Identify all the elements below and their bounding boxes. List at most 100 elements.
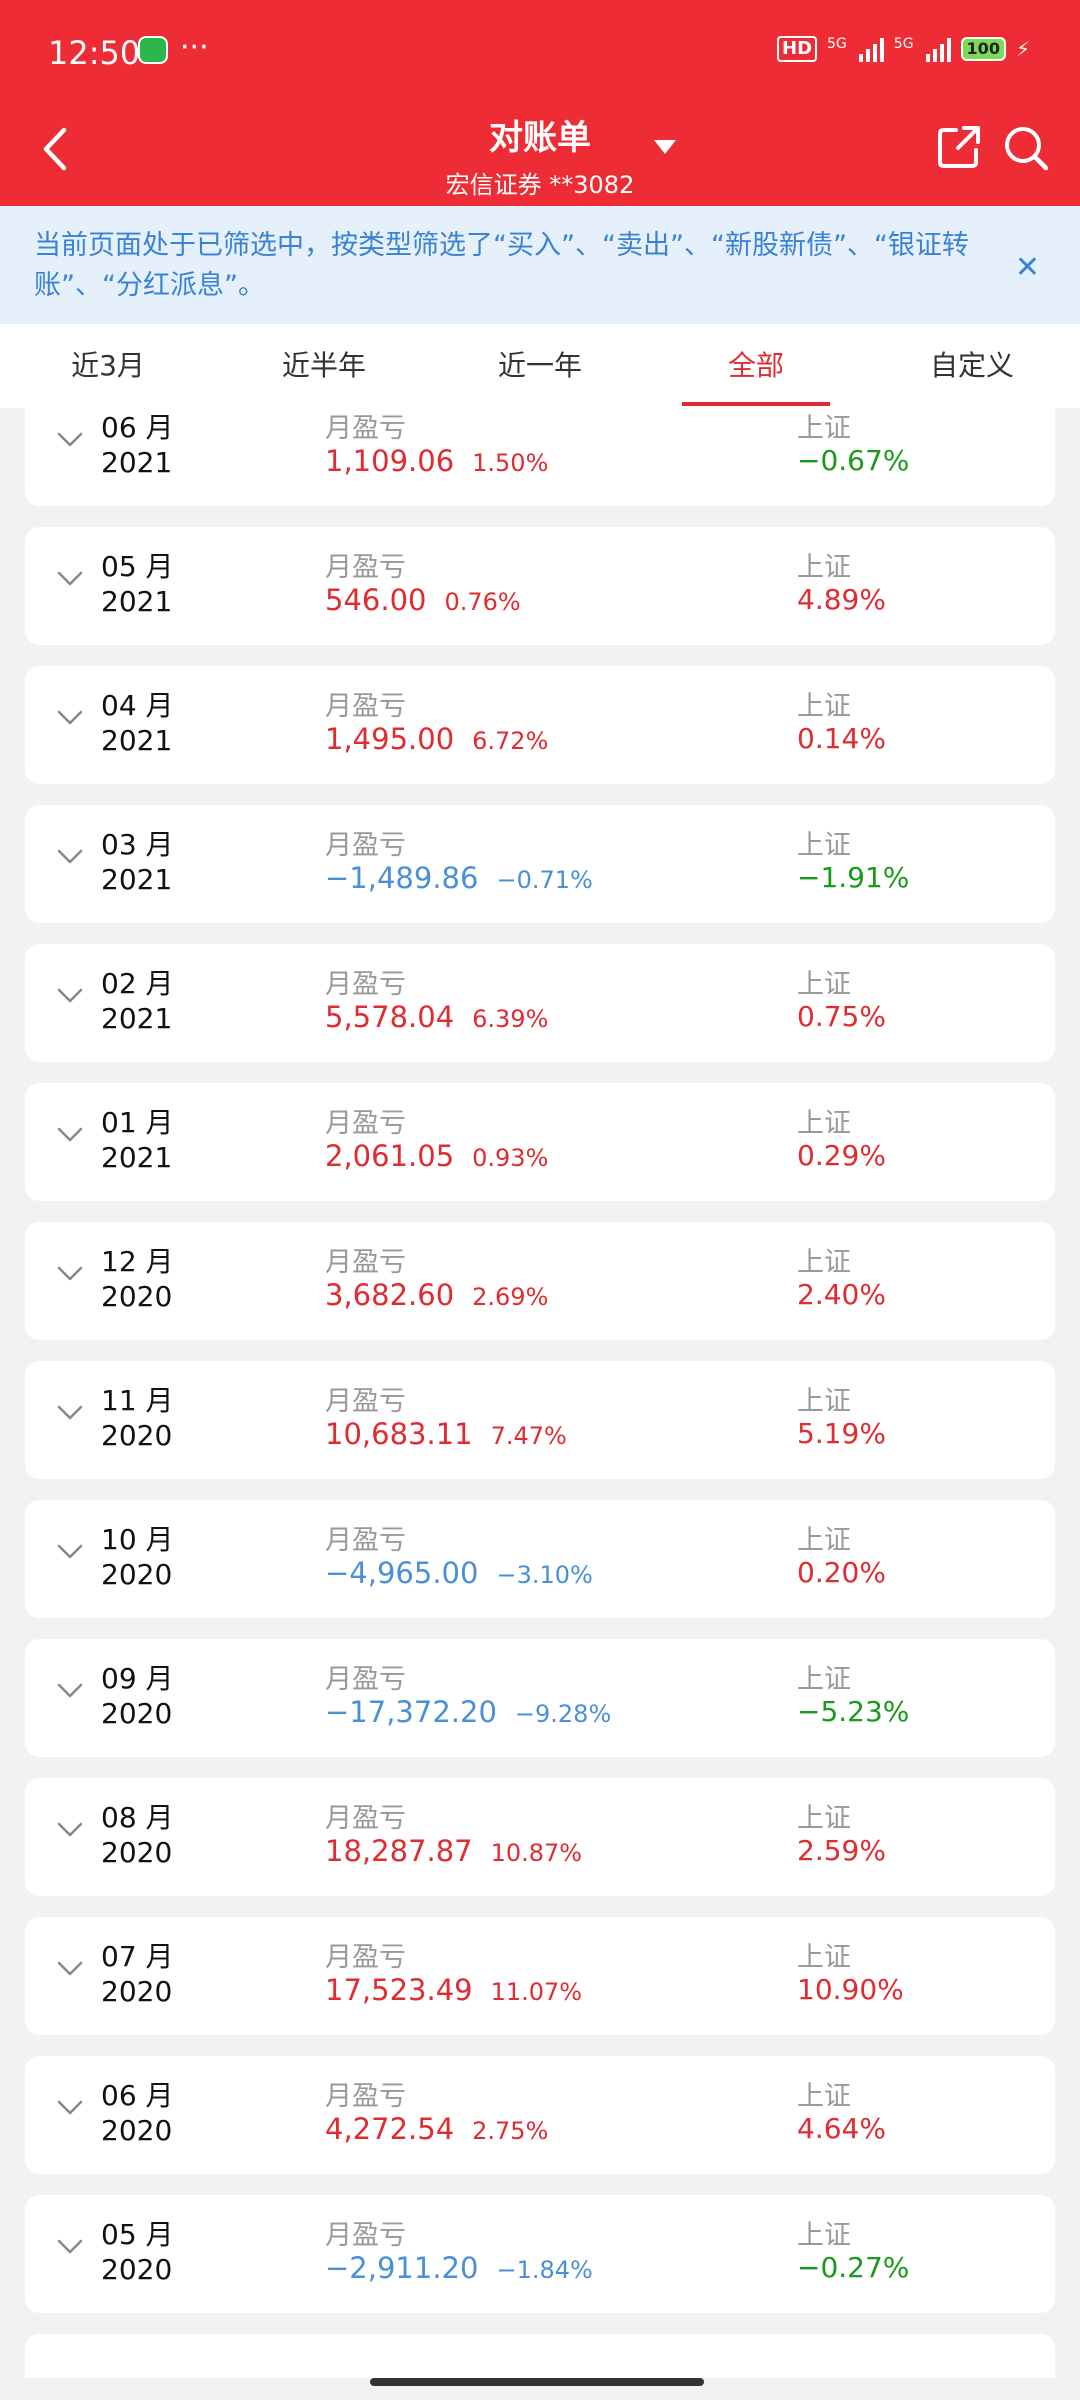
statement-row[interactable]: 10 月 2020 月盈亏 −4,965.00 −3.10% 上证 0.20% [25,1500,1055,1618]
chevron-down-icon[interactable] [57,1683,83,1699]
monthly-pnl-value: 2,061.05 0.93% [325,1139,548,1173]
monthly-pnl-value: 5,578.04 6.39% [325,1000,548,1034]
chevron-down-icon[interactable] [57,988,83,1004]
statement-row[interactable]: 05 月 2020 月盈亏 −2,911.20 −1.84% 上证 −0.27% [25,2195,1055,2313]
row-month: 10 月 [101,1523,174,1556]
close-icon[interactable]: ✕ [1014,250,1040,285]
pnl-percent: 11.07% [490,1978,583,2006]
statement-row[interactable]: 09 月 2020 月盈亏 −17,372.20 −9.28% 上证 −5.23% [25,1639,1055,1757]
chevron-down-icon[interactable] [57,571,83,587]
tab-one-year[interactable]: 近一年 [497,349,582,382]
tab-3-months[interactable]: 近3月 [71,349,145,382]
index-change: 4.89% [797,583,886,616]
row-month: 08 月 [101,1801,174,1834]
pnl-amount: −4,965.00 [325,1556,479,1590]
chevron-down-icon[interactable] [57,1822,83,1838]
index-change: 2.59% [797,1834,886,1867]
signal-icon-1 [858,36,884,62]
search-icon[interactable] [1002,124,1050,172]
share-icon[interactable] [936,124,982,170]
monthly-pnl-label: 月盈亏 [325,1942,406,1973]
row-month: 04 月 [101,689,174,722]
monthly-pnl-label: 月盈亏 [325,1664,406,1695]
statement-row[interactable]: 04 月 2021 月盈亏 1,495.00 6.72% 上证 0.14% [25,666,1055,784]
monthly-pnl-value: −4,965.00 −3.10% [325,1556,593,1590]
monthly-statement-list[interactable]: 06 月 2021 月盈亏 1,109.06 1.50% 上证 −0.67% 05 月 2021… [0,408,1080,2378]
chevron-down-icon[interactable] [57,849,83,865]
statement-row[interactable]: 08 月 2020 月盈亏 18,287.87 10.87% 上证 2.59% [25,1778,1055,1896]
monthly-pnl-value: 10,683.11 7.47% [325,1417,567,1451]
hd-icon: HD [777,36,818,62]
pnl-percent: −9.28% [514,1700,612,1728]
row-month: 02 月 [101,967,174,1000]
row-year: 2020 [101,1419,173,1452]
chevron-down-icon[interactable] [57,1266,83,1282]
signal-icon-2 [925,36,951,62]
statement-row-partial[interactable] [25,2334,1055,2378]
statement-row[interactable]: 05 月 2021 月盈亏 546.00 0.76% 上证 4.89% [25,527,1055,645]
monthly-pnl-value: −2,911.20 −1.84% [325,2251,593,2285]
home-indicator[interactable] [370,2378,704,2386]
statement-row[interactable]: 02 月 2021 月盈亏 5,578.04 6.39% 上证 0.75% [25,944,1055,1062]
chevron-down-icon[interactable] [57,432,83,448]
statement-row[interactable]: 03 月 2021 月盈亏 −1,489.86 −0.71% 上证 −1.91% [25,805,1055,923]
row-year: 2020 [101,1697,173,1730]
row-year: 2020 [101,1975,173,2008]
index-change: 0.75% [797,1000,886,1033]
back-arrow-icon[interactable] [36,124,76,174]
tab-all[interactable]: 全部 [648,324,864,408]
row-month: 11 月 [101,1384,174,1417]
chevron-down-icon[interactable] [57,2100,83,2116]
monthly-pnl-value: −1,489.86 −0.71% [325,861,593,895]
monthly-pnl-label: 月盈亏 [325,1803,406,1834]
title-block[interactable]: 对账单 宏信证券 **3082 [0,110,1080,200]
battery-icon: 100 [960,37,1006,61]
index-label: 上证 [797,413,851,444]
monthly-pnl-value: 1,495.00 6.72% [325,722,548,756]
statement-row[interactable]: 06 月 2020 月盈亏 4,272.54 2.75% 上证 4.64% [25,2056,1055,2174]
index-change: 0.14% [797,722,886,755]
network-type-1: 5G [827,36,847,52]
monthly-pnl-label: 月盈亏 [325,1525,406,1556]
index-label: 上证 [797,1803,851,1834]
index-label: 上证 [797,1942,851,1973]
chevron-down-icon[interactable] [57,1405,83,1421]
monthly-pnl-label: 月盈亏 [325,413,406,444]
statement-row[interactable]: 07 月 2020 月盈亏 17,523.49 11.07% 上证 10.90% [25,1917,1055,2035]
status-time: 12:50 [48,34,141,72]
status-indicators: HD 5G 5G 100 ⚡ [777,36,1030,62]
chevron-down-icon[interactable] [57,1961,83,1977]
pnl-amount: 17,523.49 [325,1973,473,2007]
pnl-amount: 2,061.05 [325,1139,455,1173]
index-label: 上证 [797,830,851,861]
index-change: 10.90% [797,1973,904,2006]
wechat-notification-icon [138,36,168,64]
statement-row[interactable]: 01 月 2021 月盈亏 2,061.05 0.93% 上证 0.29% [25,1083,1055,1201]
tab-half-year[interactable]: 近半年 [281,349,366,382]
chevron-down-icon[interactable] [57,710,83,726]
chevron-down-icon[interactable] [57,1544,83,1560]
charging-icon: ⚡ [1015,37,1030,61]
pnl-amount: 1,109.06 [325,444,455,478]
tab-custom[interactable]: 自定义 [929,349,1014,382]
row-year: 2021 [101,1141,173,1174]
statement-row[interactable]: 12 月 2020 月盈亏 3,682.60 2.69% 上证 2.40% [25,1222,1055,1340]
statement-row[interactable]: 06 月 2021 月盈亏 1,109.06 1.50% 上证 −0.67% [25,408,1055,506]
row-year: 2021 [101,724,173,757]
monthly-pnl-label: 月盈亏 [325,1108,406,1139]
index-label: 上证 [797,2081,851,2112]
app-header: 12:50 ··· HD 5G 5G 100 ⚡ 对账单 宏信证券 **3082 [0,0,1080,206]
account-selector[interactable]: 宏信证券 **3082 [445,171,635,199]
index-change: 0.29% [797,1139,886,1172]
row-year: 2020 [101,2114,173,2147]
chevron-down-icon[interactable] [57,2239,83,2255]
status-bar: 12:50 ··· HD 5G 5G 100 ⚡ [0,0,1080,110]
monthly-pnl-label: 月盈亏 [325,2081,406,2112]
index-change: 0.20% [797,1556,886,1589]
dropdown-caret-icon[interactable] [654,140,676,154]
chevron-down-icon[interactable] [57,1127,83,1143]
pnl-percent: 2.69% [472,1283,549,1311]
index-change: 4.64% [797,2112,886,2145]
statement-row[interactable]: 11 月 2020 月盈亏 10,683.11 7.47% 上证 5.19% [25,1361,1055,1479]
row-year: 2020 [101,1836,173,1869]
